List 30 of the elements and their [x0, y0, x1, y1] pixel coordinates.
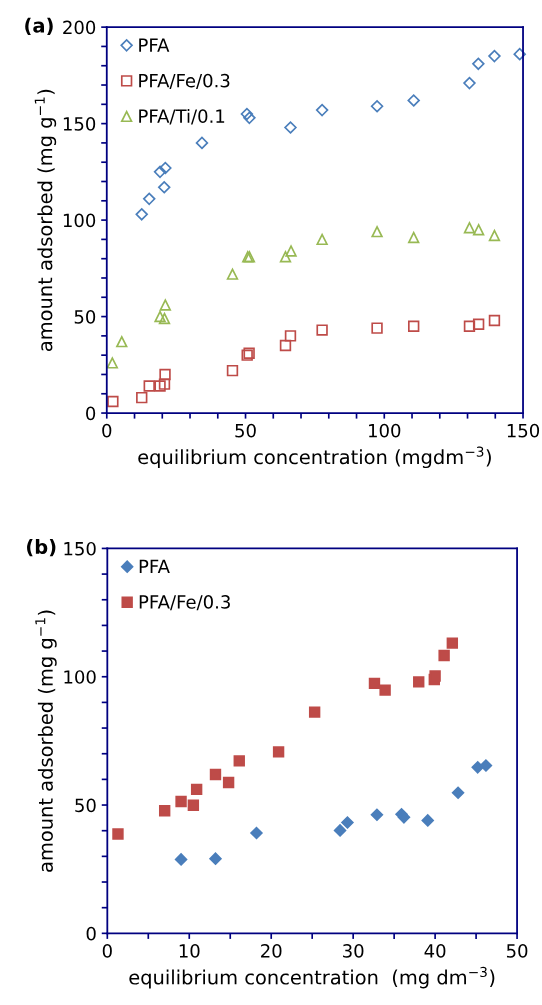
- x-tick-label: 10: [179, 944, 200, 958]
- x-tick-label: 20: [261, 944, 282, 958]
- x-tick-label: 0: [102, 423, 112, 438]
- y-tick-label: 200: [63, 20, 96, 35]
- legend-label: PFA/Fe/0.3: [139, 595, 230, 611]
- x-tick-label: 0: [102, 944, 112, 958]
- x-tick-label: 50: [235, 423, 256, 438]
- y-tick-label: 50: [74, 310, 96, 324]
- x-tick-label: 150: [507, 423, 540, 438]
- y-tick-label: 0: [86, 406, 96, 421]
- legend-label: PFA/Fe/0.3: [139, 73, 230, 89]
- legend-label: PFA: [139, 559, 170, 573]
- y-axis-title: amount adsorbed (mg g$^{−1}$): [35, 610, 57, 872]
- legend-label: PFA/Ti/0.1: [139, 109, 225, 125]
- y-tick-label: 50: [75, 798, 96, 813]
- chart-title: (a): [25, 17, 53, 36]
- x-tick-label: 100: [369, 423, 401, 438]
- y-tick-label: 0: [86, 926, 96, 941]
- x-tick-label: 40: [424, 944, 446, 958]
- x-axis-title: equilibrium concentration (mgdm$^{−3}$): [138, 446, 491, 469]
- x-tick-label: 50: [506, 944, 528, 958]
- x-tick-label: 30: [343, 944, 364, 958]
- legend-label: PFA: [139, 38, 170, 52]
- y-tick-label: 150: [63, 117, 96, 131]
- y-tick-label: 100: [63, 213, 96, 228]
- y-tick-label: 150: [64, 541, 96, 556]
- chart-title: (b): [27, 539, 56, 557]
- y-axis-title: amount adsorbed (mg g$^{−1}$): [34, 89, 57, 352]
- y-tick-label: 100: [64, 670, 96, 684]
- x-axis-title: equilibrium concentration (mg dm$^{−3}$): [129, 966, 495, 989]
